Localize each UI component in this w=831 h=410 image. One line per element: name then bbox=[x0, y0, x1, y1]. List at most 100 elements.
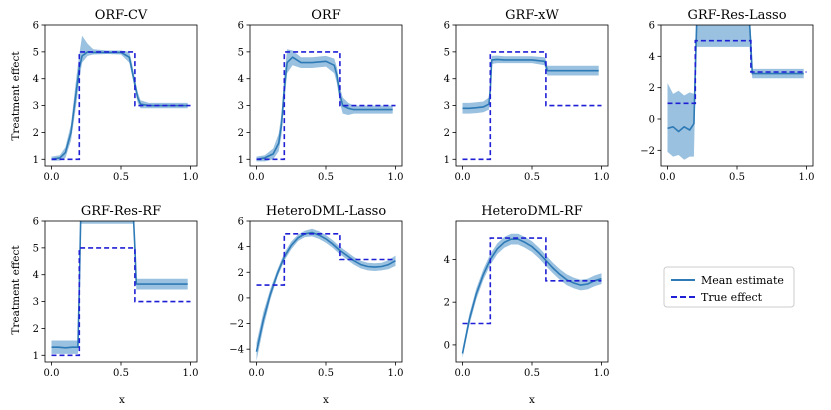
x-tick-label: 1.0 bbox=[388, 368, 404, 379]
mean-estimate-line bbox=[256, 56, 393, 161]
x-tick-label: 1.0 bbox=[388, 172, 404, 183]
y-tick-label: 0 bbox=[649, 115, 655, 126]
y-tick-label: 6 bbox=[33, 21, 39, 32]
xlabel-panel-6: x bbox=[323, 394, 329, 406]
chart-panel-6: HeteroDML-Lasso 0.0 0.5 1.0 −4 −2 0 2 4 6 bbox=[229, 204, 403, 379]
y-tick-label: 2 bbox=[33, 128, 39, 139]
chart-title: GRF-Res-RF bbox=[81, 204, 161, 219]
plot-area bbox=[51, 35, 191, 161]
y-tick-label: 4 bbox=[238, 74, 244, 85]
y-tick-label: 4 bbox=[649, 52, 655, 63]
x-tick-label: 0.5 bbox=[113, 172, 129, 183]
plot-area bbox=[256, 49, 396, 162]
plot-area bbox=[667, 25, 807, 160]
y-tick-label: 0 bbox=[444, 340, 450, 351]
confidence-band bbox=[256, 228, 396, 361]
plot-area bbox=[461, 233, 602, 358]
y-tick-label: 1 bbox=[238, 155, 244, 166]
chart-panel-2: ORF 0.0 0.5 1.0 1 2 3 4 5 6 bbox=[238, 8, 404, 183]
x-tick-label: 0.5 bbox=[524, 172, 540, 183]
x-tick-label: 0.5 bbox=[524, 368, 540, 379]
y-tick-label: 3 bbox=[33, 297, 39, 308]
chart-panel-3: GRF-xW 0.0 0.5 1.0 1 2 3 4 5 6 bbox=[444, 8, 610, 183]
y-tick-label: 3 bbox=[444, 101, 450, 112]
y-tick-label: 4 bbox=[444, 255, 450, 266]
axes-frame bbox=[249, 24, 403, 167]
y-tick-label: −4 bbox=[229, 345, 244, 356]
y-tick-label: 3 bbox=[238, 101, 244, 112]
chart-panel-5: GRF-Res-RF 0.0 0.5 1.0 1 2 3 4 5 6 bbox=[33, 204, 199, 379]
true-effect-line bbox=[462, 51, 602, 161]
x-tick-label: 0.0 bbox=[44, 172, 60, 183]
legend: Mean estimate True effect bbox=[663, 266, 795, 308]
y-tick-label: 6 bbox=[238, 217, 244, 228]
y-tick-label: 4 bbox=[33, 74, 39, 85]
mean-estimate-line bbox=[461, 238, 602, 354]
y-tick-label: 5 bbox=[238, 47, 244, 58]
plot-area bbox=[462, 51, 602, 161]
y-tick-label: 2 bbox=[238, 128, 244, 139]
chart-title: GRF-Res-Lasso bbox=[687, 8, 786, 23]
y-tick-label: 3 bbox=[33, 101, 39, 112]
x-tick-label: 1.0 bbox=[594, 368, 610, 379]
plot-area bbox=[255, 228, 396, 361]
mean-estimate-line bbox=[462, 58, 599, 110]
confidence-band bbox=[667, 25, 804, 160]
y-tick-label: 2 bbox=[444, 128, 450, 139]
true-effect-line bbox=[462, 237, 602, 325]
true-effect-line bbox=[256, 51, 396, 161]
y-tick-label: 5 bbox=[33, 47, 39, 58]
true-effect-line bbox=[51, 247, 191, 357]
x-tick-label: 0.5 bbox=[113, 368, 129, 379]
x-tick-label: 0.0 bbox=[44, 368, 60, 379]
y-tick-label: 2 bbox=[33, 324, 39, 335]
axes-frame bbox=[455, 24, 609, 167]
chart-panel-4: GRF-Res-Lasso 0.0 0.5 1.0 −2 0 2 4 6 bbox=[640, 8, 814, 183]
xlabel-panel-5: x bbox=[119, 394, 125, 406]
y-tick-label: 4 bbox=[33, 270, 39, 281]
true-effect-line bbox=[256, 233, 396, 286]
y-tick-label: 2 bbox=[444, 298, 450, 309]
ylabel-row2: Treatment effect bbox=[10, 245, 22, 335]
chart-title: ORF bbox=[311, 8, 340, 23]
chart-title: HeteroDML-RF bbox=[481, 204, 583, 219]
x-tick-label: 0.0 bbox=[455, 172, 471, 183]
y-tick-label: 4 bbox=[238, 242, 244, 253]
y-tick-label: 6 bbox=[33, 217, 39, 228]
y-tick-label: 6 bbox=[238, 21, 244, 32]
x-tick-label: 1.0 bbox=[799, 172, 815, 183]
confidence-band bbox=[51, 35, 188, 161]
y-tick-label: 5 bbox=[33, 243, 39, 254]
x-tick-label: 0.5 bbox=[729, 172, 745, 183]
xlabel-panel-7: x bbox=[529, 394, 535, 406]
plot-area bbox=[51, 221, 191, 357]
chart-title: HeteroDML-Lasso bbox=[266, 204, 386, 219]
chart-title: GRF-xW bbox=[505, 8, 559, 23]
x-tick-label: 1.0 bbox=[183, 368, 199, 379]
y-tick-label: 2 bbox=[238, 268, 244, 279]
x-tick-label: 0.5 bbox=[318, 368, 334, 379]
ylabel-row1: Treatment effect bbox=[10, 51, 22, 141]
mean-estimate-line bbox=[667, 25, 804, 133]
y-tick-label: 5 bbox=[444, 47, 450, 58]
true-effect-line bbox=[51, 51, 191, 161]
legend-mean-label: Mean estimate bbox=[701, 274, 784, 287]
y-tick-label: 1 bbox=[33, 351, 39, 362]
chart-panel-1: ORF-CV 0.0 0.5 1.0 1 2 3 4 5 6 bbox=[33, 8, 199, 183]
x-tick-label: 0.5 bbox=[318, 172, 334, 183]
x-tick-label: 0.0 bbox=[660, 172, 676, 183]
y-tick-label: 2 bbox=[649, 83, 655, 94]
y-tick-label: 1 bbox=[444, 155, 450, 166]
y-tick-label: −2 bbox=[229, 319, 244, 330]
y-tick-label: 1 bbox=[33, 155, 39, 166]
legend-true-label: True effect bbox=[701, 291, 763, 304]
mean-estimate-line bbox=[255, 231, 396, 352]
x-tick-label: 0.0 bbox=[249, 368, 265, 379]
x-tick-label: 0.0 bbox=[455, 368, 471, 379]
true-effect-line bbox=[667, 39, 807, 105]
chart-panel-7: HeteroDML-RF 0.0 0.5 1.0 0 2 4 bbox=[444, 204, 610, 379]
confidence-band bbox=[51, 221, 188, 354]
mean-estimate-line bbox=[51, 221, 188, 349]
